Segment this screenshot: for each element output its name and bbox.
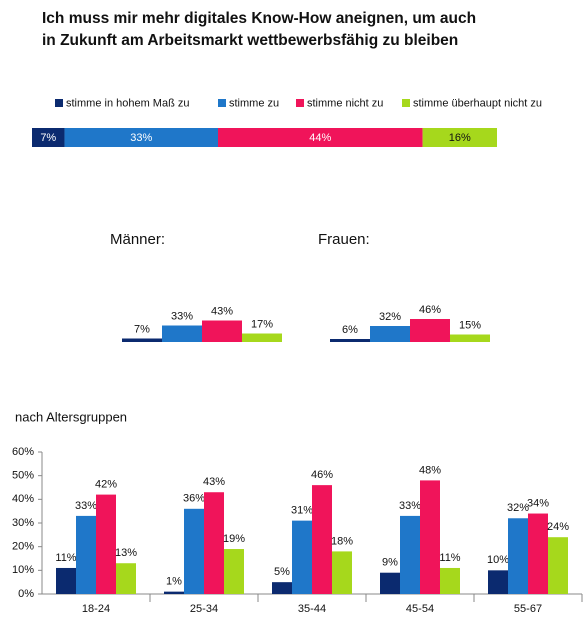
- bar-segment: [422, 128, 497, 147]
- legend-swatch: [55, 99, 63, 107]
- data-label: 18%: [331, 535, 353, 547]
- data-label: 9%: [382, 557, 398, 569]
- x-tick-label: 25-34: [190, 603, 218, 615]
- legend-swatch: [218, 99, 226, 107]
- data-label: 13%: [115, 547, 137, 559]
- bar-segment: [64, 128, 218, 147]
- bar: [204, 492, 224, 594]
- bar: [400, 515, 420, 594]
- bar: [440, 567, 460, 594]
- bar: [164, 591, 184, 594]
- bar: [420, 480, 440, 594]
- data-label: 6%: [342, 324, 358, 336]
- bar: [96, 494, 116, 594]
- data-label: 34%: [527, 497, 549, 509]
- x-tick-label: 45-54: [406, 603, 434, 615]
- legend-label: stimme nicht zu: [307, 97, 383, 109]
- data-label: 17%: [251, 318, 273, 330]
- bar: [184, 508, 204, 594]
- legend-label: stimme überhaupt nicht zu: [413, 97, 542, 109]
- y-tick-label: 50%: [12, 470, 34, 482]
- y-tick-label: 60%: [12, 446, 34, 458]
- bar: [380, 572, 400, 594]
- bar: [162, 325, 202, 342]
- bar: [292, 520, 312, 594]
- data-label: 36%: [183, 493, 205, 505]
- data-label: 33%: [171, 310, 193, 322]
- chart-subtitle: nach Altersgruppen: [15, 409, 127, 424]
- x-tick-label: 35-44: [298, 603, 326, 615]
- data-label: 46%: [419, 304, 441, 316]
- data-label: 7%: [40, 132, 56, 144]
- y-tick-label: 10%: [12, 564, 34, 576]
- data-label: 31%: [291, 505, 313, 517]
- data-label: 42%: [95, 479, 117, 491]
- bar: [332, 551, 352, 594]
- data-label: 11%: [55, 552, 76, 564]
- bar: [450, 334, 490, 342]
- y-tick-label: 40%: [12, 493, 34, 505]
- data-label: 11%: [439, 552, 460, 564]
- bar: [242, 333, 282, 342]
- data-label: 46%: [311, 469, 333, 481]
- chart-subtitle: Männer:: [110, 231, 165, 248]
- data-label: 19%: [223, 533, 245, 545]
- data-label: 10%: [487, 554, 509, 566]
- data-label: 43%: [211, 305, 233, 317]
- bar: [410, 319, 450, 342]
- data-label: 24%: [547, 521, 569, 533]
- bar: [548, 537, 568, 594]
- bar: [528, 513, 548, 594]
- bar: [312, 485, 332, 594]
- bar-segment: [32, 128, 65, 147]
- bar: [508, 518, 528, 594]
- legend-label: stimme zu: [229, 97, 279, 109]
- data-label: 1%: [166, 576, 182, 588]
- bar: [122, 338, 162, 342]
- x-tick-label: 18-24: [82, 603, 110, 615]
- x-tick-label: 55-67: [514, 603, 542, 615]
- y-tick-label: 0%: [18, 588, 34, 600]
- legend-label: stimme in hohem Maß zu: [66, 97, 189, 109]
- data-label: 33%: [399, 500, 421, 512]
- legend-swatch: [402, 99, 410, 107]
- data-label: 15%: [459, 319, 481, 331]
- data-label: 32%: [379, 311, 401, 323]
- bar: [76, 515, 96, 594]
- bar: [488, 570, 508, 594]
- bar: [330, 339, 370, 342]
- y-tick-label: 20%: [12, 541, 34, 553]
- data-label: 16%: [449, 132, 471, 144]
- data-label: 5%: [274, 566, 290, 578]
- data-label: 33%: [75, 500, 97, 512]
- data-label: 33%: [130, 132, 152, 144]
- data-label: 43%: [203, 476, 225, 488]
- bar: [116, 563, 136, 594]
- bar: [56, 567, 76, 594]
- bar: [202, 320, 242, 342]
- data-label: 44%: [309, 132, 331, 144]
- bar-segment: [218, 128, 423, 147]
- bar: [272, 582, 292, 594]
- data-label: 7%: [134, 323, 150, 335]
- legend-swatch: [296, 99, 304, 107]
- chart-title: Ich muss mir mehr digitales Know-How ane…: [42, 10, 477, 49]
- bar: [224, 549, 244, 594]
- y-tick-label: 30%: [12, 517, 34, 529]
- chart-subtitle: Frauen:: [318, 231, 370, 248]
- data-label: 48%: [419, 464, 441, 476]
- bar: [370, 326, 410, 342]
- data-label: 32%: [507, 502, 529, 514]
